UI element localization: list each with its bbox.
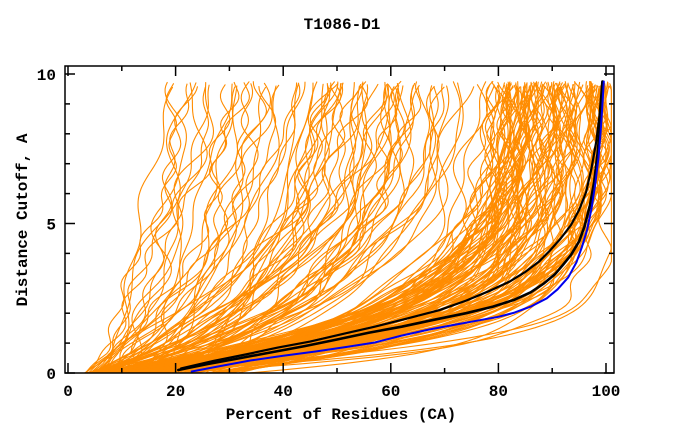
prediction-curve <box>87 84 412 373</box>
prediction-curve <box>97 86 543 373</box>
prediction-curve <box>210 83 346 373</box>
prediction-curve <box>142 85 405 373</box>
prediction-curve <box>108 82 332 373</box>
prediction-curve <box>142 82 250 373</box>
prediction-curve <box>90 86 198 373</box>
x-tick-label: 60 <box>381 383 400 401</box>
prediction-curve <box>93 86 267 373</box>
prediction-curve <box>100 86 342 373</box>
prediction-curve <box>168 81 393 373</box>
prediction-curve <box>104 84 526 373</box>
prediction-curve <box>155 80 402 373</box>
prediction-curve <box>117 81 558 373</box>
prediction-curve <box>106 83 329 373</box>
prediction-curve <box>141 83 390 373</box>
y-axis-label: Distance Cutoff, A <box>14 133 32 306</box>
prediction-curve <box>110 84 210 373</box>
x-tick-label: 0 <box>63 383 73 401</box>
plot-frame <box>64 65 615 374</box>
prediction-curve <box>105 86 174 373</box>
prediction-curve <box>117 81 187 373</box>
prediction-curve <box>147 85 239 373</box>
prediction-curve <box>105 81 250 373</box>
prediction-curve <box>109 85 500 373</box>
prediction-curve <box>110 83 387 373</box>
prediction-curve <box>89 86 236 373</box>
prediction-curve <box>136 81 511 373</box>
plot-title: T1086-D1 <box>304 16 381 34</box>
prediction-curve <box>87 83 233 373</box>
model-highlight-black-1 <box>177 80 605 372</box>
x-axis-label: Percent of Residues (CA) <box>226 406 456 424</box>
prediction-curve <box>145 85 450 373</box>
prediction-curve <box>110 82 607 373</box>
prediction-curve <box>84 83 177 373</box>
x-tick-label: 20 <box>166 383 185 401</box>
prediction-curve <box>114 81 268 373</box>
prediction-curve <box>134 86 475 373</box>
axes-layer: 0 20 40 60 80 100 0 5 10 <box>37 65 621 401</box>
prediction-curve <box>112 82 298 373</box>
prediction-curve <box>158 81 511 373</box>
prediction-curve <box>85 84 495 373</box>
prediction-curve <box>212 83 569 373</box>
prediction-curve <box>84 84 231 373</box>
x-tick-label: 80 <box>489 383 508 401</box>
prediction-curve <box>119 86 277 373</box>
prediction-curve <box>95 83 324 373</box>
prediction-curve <box>103 86 445 373</box>
y-tick-label: 10 <box>37 67 56 85</box>
prediction-curve <box>164 81 306 373</box>
y-tick-label: 0 <box>46 366 56 384</box>
prediction-curve <box>85 84 373 373</box>
prediction-curve <box>104 81 335 373</box>
prediction-curve <box>107 81 422 373</box>
prediction-curve <box>88 81 609 373</box>
prediction-curve <box>153 81 461 373</box>
prediction-curve <box>109 81 612 373</box>
prediction-curve <box>140 85 405 373</box>
prediction-curve <box>112 83 515 373</box>
y-tick-label: 5 <box>46 217 56 235</box>
prediction-curve <box>96 84 362 373</box>
prediction-curve <box>91 81 355 373</box>
prediction-curve <box>98 82 197 373</box>
prediction-curve <box>101 84 416 373</box>
prediction-curve <box>137 83 561 373</box>
prediction-curve <box>157 83 612 373</box>
prediction-curve <box>130 82 208 373</box>
prediction-curve <box>103 83 259 373</box>
x-tick-label: 40 <box>274 383 293 401</box>
model-highlight-blue <box>190 80 605 373</box>
prediction-curve <box>96 81 240 373</box>
curves-layer <box>84 80 612 373</box>
prediction-curve <box>88 83 339 373</box>
prediction-curve <box>101 86 401 373</box>
x-tick-label: 100 <box>592 383 621 401</box>
prediction-curve <box>123 85 538 373</box>
prediction-curve <box>108 85 555 373</box>
prediction-curve <box>138 85 501 373</box>
prediction-curve <box>137 85 437 373</box>
model-highlight-black-2 <box>179 80 604 370</box>
